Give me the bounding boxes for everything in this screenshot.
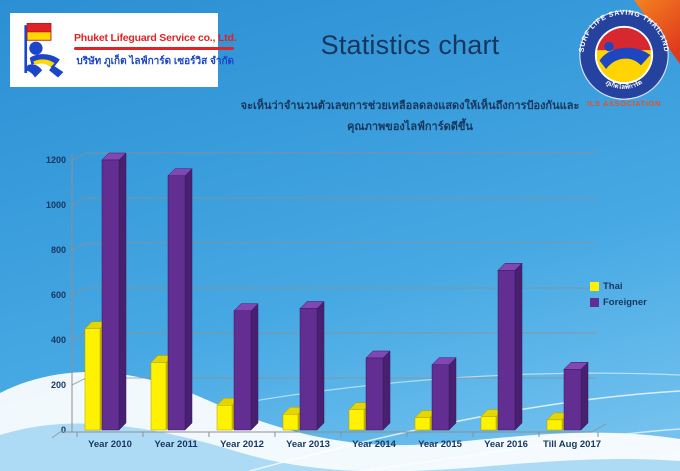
bar-side-foreigner-year-2011 bbox=[184, 168, 193, 431]
surf-life-saving-badge-icon: SURF LIFE SAVING THAILAND ภูเก็ตไลฟ์การ์… bbox=[579, 10, 669, 100]
bar-side-foreigner-till-aug-2017 bbox=[580, 361, 589, 431]
bar-foreigner-till-aug-2017 bbox=[563, 369, 582, 431]
y-axis-label-600: 600 bbox=[51, 290, 66, 300]
subtitle-line-1: จะเห็นว่าจำนวนตัวเลขการช่วยเหลือลดลงแสดง… bbox=[240, 100, 580, 112]
bar-thai-year-2011 bbox=[150, 362, 167, 431]
bar-foreigner-year-2014 bbox=[365, 357, 384, 431]
bar-thai-year-2010 bbox=[84, 328, 101, 431]
y-axis-label-1200: 1200 bbox=[46, 155, 66, 165]
y-axis-label-1000: 1000 bbox=[46, 200, 66, 210]
chart-legend: Thai Foreigner bbox=[590, 281, 647, 308]
floor-edge bbox=[591, 423, 607, 433]
y-axis-label-400: 400 bbox=[51, 335, 66, 345]
subtitle-line-2: คุณภาพของไลฟ์การ์ดดีขึ้น bbox=[347, 121, 473, 133]
legend-item-thai: Thai bbox=[590, 281, 647, 292]
bar-thai-year-2012 bbox=[216, 405, 233, 431]
legend-swatch-thai bbox=[590, 282, 599, 291]
gridline-1200 bbox=[71, 152, 596, 161]
statistics-bar-chart: 0 200 400 600 800 1000 1200 Year 2010 Year 2011 Y… bbox=[46, 152, 607, 450]
bar-thai-till-aug-2017 bbox=[546, 419, 563, 431]
logo-company-name: Phuket Lifeguard Service co., Ltd. bbox=[74, 31, 237, 44]
bar-side-foreigner-year-2010 bbox=[118, 152, 127, 431]
x-axis-label-till-aug-2017: Till Aug 2017 bbox=[543, 439, 601, 450]
ils-association-label: ILS ASSOCIATION bbox=[586, 99, 661, 108]
bar-thai-year-2016 bbox=[480, 416, 497, 431]
x-axis-label-year-2011: Year 2011 bbox=[154, 439, 198, 450]
bar-thai-year-2013 bbox=[282, 414, 299, 431]
gridline-800 bbox=[71, 242, 596, 251]
badge-ring-text-bottom: ภูเก็ตไลฟ์การ์ด bbox=[604, 79, 644, 91]
svg-text:ภูเก็ตไลฟ์การ์ด: ภูเก็ตไลฟ์การ์ด bbox=[604, 79, 644, 91]
x-axis-label-year-2016: Year 2016 bbox=[484, 439, 528, 450]
logo-company-name-thai: บริษัท ภูเก็ต ไลฟ์การ์ด เซอร์วิส จำกัด bbox=[76, 55, 235, 67]
legend-label-thai: Thai bbox=[603, 281, 623, 292]
lifeguard-runner-icon bbox=[24, 22, 64, 78]
logo-text-block: Phuket Lifeguard Service co., Ltd. บริษั… bbox=[74, 31, 237, 69]
legend-swatch-foreigner bbox=[590, 298, 599, 307]
x-axis-label-year-2015: Year 2015 bbox=[418, 439, 463, 450]
subtitle-thai: จะเห็นว่าจำนวนตัวเลขการช่วยเหลือลดลงแสดง… bbox=[180, 96, 640, 138]
bar-side-foreigner-year-2012 bbox=[250, 303, 259, 431]
x-axis-label-year-2013: Year 2013 bbox=[286, 439, 330, 450]
gridline-600 bbox=[71, 287, 596, 296]
floor-edge-left bbox=[51, 431, 61, 439]
bar-foreigner-year-2012 bbox=[233, 310, 252, 431]
x-axis-label-year-2014: Year 2014 bbox=[352, 439, 397, 450]
company-logo: Phuket Lifeguard Service co., Ltd. บริษั… bbox=[10, 13, 237, 87]
bar-foreigner-year-2011 bbox=[167, 175, 186, 431]
bar-thai-year-2014 bbox=[348, 409, 365, 431]
bar-thai-year-2015 bbox=[414, 417, 431, 431]
gridline-1000 bbox=[71, 197, 596, 206]
y-axis-label-200: 200 bbox=[51, 380, 66, 390]
y-axis-label-800: 800 bbox=[51, 245, 66, 255]
legend-label-foreigner: Foreigner bbox=[603, 297, 647, 308]
bar-side-foreigner-year-2015 bbox=[448, 357, 457, 431]
bar-side-foreigner-year-2013 bbox=[316, 300, 325, 431]
bar-foreigner-year-2015 bbox=[431, 364, 450, 431]
logo-underline bbox=[74, 46, 235, 50]
bar-foreigner-year-2013 bbox=[299, 308, 318, 431]
legend-item-foreigner: Foreigner bbox=[590, 297, 647, 308]
bar-side-foreigner-year-2016 bbox=[514, 262, 523, 431]
x-axis-label-year-2010: Year 2010 bbox=[88, 439, 132, 450]
page-title: Statistics chart bbox=[320, 30, 500, 60]
y-axis-label-0: 0 bbox=[61, 425, 66, 435]
bar-side-foreigner-year-2014 bbox=[382, 350, 391, 431]
x-axis-label-year-2012: Year 2012 bbox=[220, 439, 264, 450]
bar-foreigner-year-2016 bbox=[497, 270, 516, 431]
bar-foreigner-year-2010 bbox=[101, 159, 120, 431]
